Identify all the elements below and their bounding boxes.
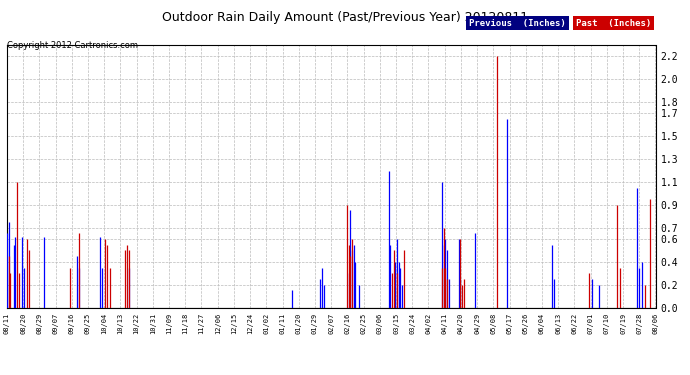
Text: Previous  (Inches): Previous (Inches) xyxy=(469,19,566,28)
Text: Copyright 2012 Cartronics.com: Copyright 2012 Cartronics.com xyxy=(7,41,138,50)
Text: Past  (Inches): Past (Inches) xyxy=(576,19,651,28)
Text: Outdoor Rain Daily Amount (Past/Previous Year) 20120811: Outdoor Rain Daily Amount (Past/Previous… xyxy=(162,11,528,24)
